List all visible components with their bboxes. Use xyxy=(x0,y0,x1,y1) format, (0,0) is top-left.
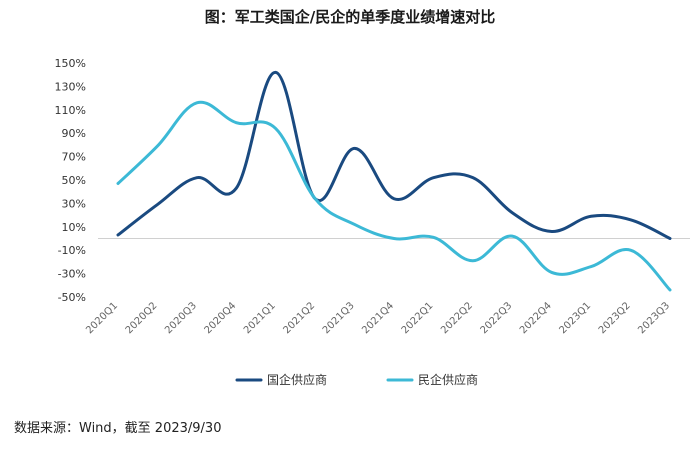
x-tick-label: 2023Q1 xyxy=(557,300,593,336)
x-tick-label: 2020Q3 xyxy=(163,300,199,336)
chart-title: 图：军工类国企/民企的单季度业绩增速对比 xyxy=(204,8,496,26)
y-tick-label: 10% xyxy=(62,221,86,234)
x-tick-label: 2021Q2 xyxy=(281,300,317,336)
y-tick-label: 70% xyxy=(62,151,86,164)
y-tick-label: 90% xyxy=(62,127,86,140)
legend: 国企供应商 民企供应商 xyxy=(235,372,478,387)
y-tick-label: 110% xyxy=(55,104,86,117)
x-tick-label: 2023Q2 xyxy=(597,300,633,336)
y-tick-label: 130% xyxy=(55,80,86,93)
y-tick-label: 150% xyxy=(55,57,86,70)
x-tick-label: 2020Q4 xyxy=(203,300,239,336)
x-tick-label: 2022Q1 xyxy=(400,300,436,336)
data-source-note: 数据来源：Wind，截至 2023/9/30 xyxy=(14,421,222,436)
x-tick-label: 2022Q4 xyxy=(518,300,554,336)
series-line-private xyxy=(116,100,672,292)
x-tick-label: 2021Q3 xyxy=(321,300,357,336)
x-tick-label: 2020Q2 xyxy=(124,300,160,336)
y-axis-ticks: 150% 130% 110% 90% 70% 50% 30% 10% -10% -30% -50% xyxy=(55,57,86,304)
x-tick-label: 2022Q2 xyxy=(439,300,475,336)
series-lines xyxy=(116,70,672,292)
y-tick-label: 50% xyxy=(62,174,86,187)
y-tick-label: -10% xyxy=(58,244,86,257)
x-axis-ticks: 2020Q1 2020Q2 2020Q3 2020Q4 2021Q1 2021Q2 2021… xyxy=(84,300,672,336)
x-tick-label: 2022Q3 xyxy=(479,300,515,336)
x-tick-label: 2020Q1 xyxy=(84,300,120,336)
legend-label: 国企供应商 xyxy=(267,372,327,387)
y-tick-label: 30% xyxy=(62,197,86,210)
legend-label: 民企供应商 xyxy=(418,372,478,387)
x-tick-label: 2021Q4 xyxy=(360,300,396,336)
y-tick-label: -30% xyxy=(58,268,86,281)
y-tick-label: -50% xyxy=(58,291,86,304)
x-tick-label: 2021Q1 xyxy=(242,300,278,336)
x-tick-label: 2023Q3 xyxy=(636,300,672,336)
series-line-soe xyxy=(116,70,672,240)
